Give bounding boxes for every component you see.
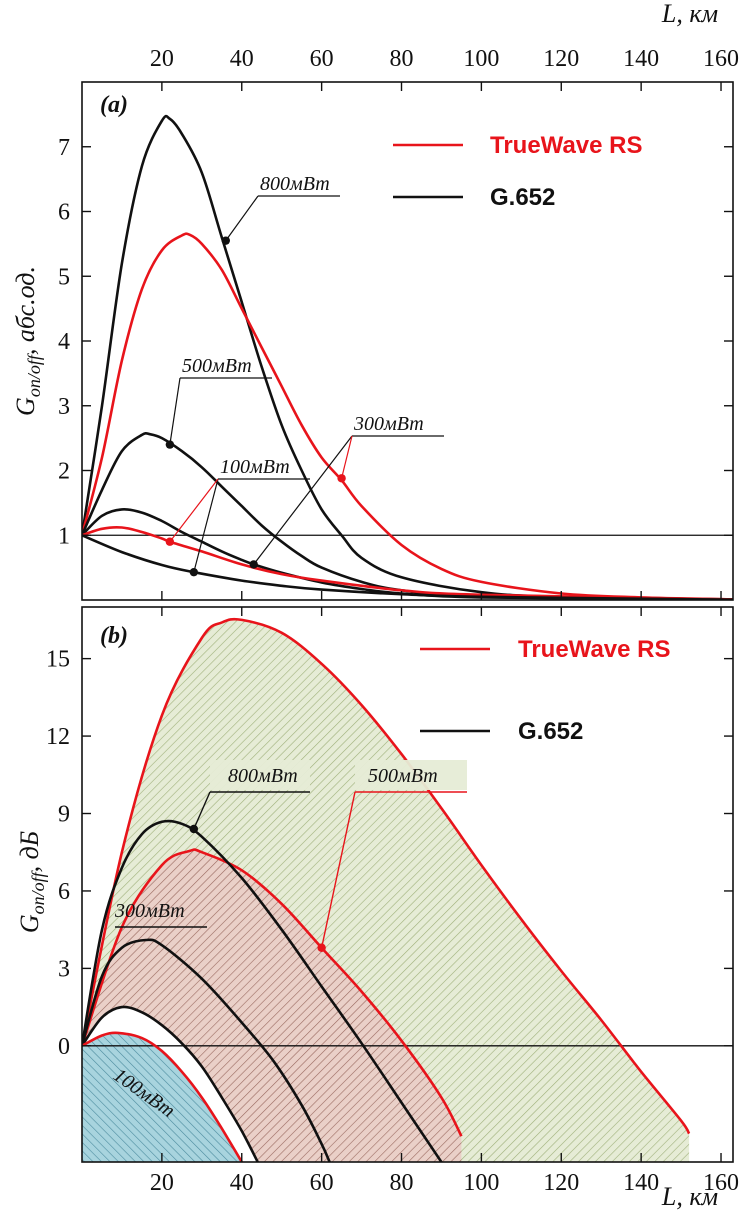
panel-a-annotation-marker [221, 236, 230, 245]
panel-b-annotation-bg [355, 760, 467, 790]
top-x-tick-label: 40 [230, 46, 254, 72]
panel-a-annotation-marker [337, 474, 346, 483]
panel-b-y-tick-label: 9 [58, 802, 70, 828]
panel-b-legend: TrueWave RS G.652 [420, 636, 671, 745]
panel-a-y-tick-label: 7 [58, 135, 70, 161]
panel-a-frame [81, 81, 734, 601]
panel-a-ylabel-main: G [11, 397, 40, 416]
panel-b-x-tick-label: 160 [703, 1170, 739, 1196]
panel-a-annotation-label: 500мВт [182, 355, 252, 377]
panel-a-annotation-leader [225, 195, 259, 241]
panel-b-series-g652-2 [82, 819, 443, 1162]
panel-b-y-tick-label: 6 [58, 879, 70, 905]
panel-b-annotation-label: 300мВт [114, 900, 185, 922]
top-x-tick-label: 120 [543, 46, 579, 72]
panel-b-ylabel-main: G [15, 914, 44, 933]
top-x-tick-label: 80 [390, 46, 414, 72]
legend-a-g652-label: G.652 [490, 184, 555, 211]
panel-b-x-tick-label: 140 [623, 1170, 659, 1196]
panel-b-y-tick-label: 3 [58, 956, 70, 982]
panel-b-x-tick-label: 100 [463, 1170, 499, 1196]
panel-b-y-axis-title: Gon/off, дБ [15, 831, 48, 933]
top-x-tick-label: 140 [623, 46, 659, 72]
panel-a-annotation-leader [253, 435, 353, 565]
legend-b-g652-label: G.652 [518, 718, 583, 745]
panel-a-y-tick-label: 4 [58, 329, 70, 355]
panel-a-annotation-label: 300мВт [353, 413, 424, 435]
panel-a-annotation-marker [249, 560, 258, 569]
panel-b-annotation-label: 800мВт [228, 765, 298, 787]
panel-a-y-tick-label: 1 [58, 523, 70, 549]
top-x-tick-label: 160 [703, 46, 739, 72]
top-x-tick-label: 60 [310, 46, 334, 72]
top-x-tick-label: 100 [463, 46, 499, 72]
panel-a-y-tick-label: 2 [58, 459, 70, 485]
panel-b-x-tick-label: 20 [150, 1170, 174, 1196]
panel-a-plot-area [82, 114, 733, 600]
panel-b-y-tick-label: 15 [46, 647, 70, 673]
top-x-axis-ticks: 20 40 60 80 100 120 140 160 [150, 46, 739, 72]
panel-b-y-tick-label: 0 [58, 1034, 70, 1060]
panel-b-x-tick-label: 80 [390, 1170, 414, 1196]
panel-a-y-tick-label: 6 [58, 200, 70, 226]
panel-a-y-tick-label: 3 [58, 394, 70, 420]
top-x-tick-label: 20 [150, 46, 174, 72]
panel-b-x-tick-label: 120 [543, 1170, 579, 1196]
panel-b-x-tick-label: 60 [310, 1170, 334, 1196]
panel-b-annotation-leader [320, 791, 356, 948]
panel-b-annotation-label: 500мВт [368, 765, 438, 787]
panel-a-annotation-marker [165, 537, 175, 546]
panel-a-annotation-leader [169, 478, 219, 543]
panel-a: 1 2 3 4 5 6 7 (a) Gon/off, абс.од. TrueWave RS… [11, 81, 734, 601]
panel-a-annotations: 800мВт 500мВт 300мВт 100мВт [165, 173, 444, 577]
panel-a-series-g652-3 [82, 507, 733, 600]
legend-a-truewave-label: TrueWave RS [490, 132, 643, 159]
panel-b-annotation-leader [193, 791, 211, 830]
panel-b-y-ticks: 0 3 6 9 12 15 [46, 647, 733, 1060]
panel-b-x-tick-label: 40 [230, 1170, 254, 1196]
top-x-axis-title: L, км [661, 0, 718, 28]
legend-b-truewave-label: TrueWave RS [518, 636, 671, 663]
panel-b-x-axis-title: L, км [661, 1182, 718, 1211]
panel-a-annotation-marker [189, 567, 199, 577]
panel-a-annotation-leader [193, 478, 219, 573]
panel-a-tag: (a) [100, 92, 128, 118]
panel-b-series-g652-4 [82, 1005, 259, 1162]
panel-a-series-truewave-4 [82, 525, 733, 600]
panel-a-annotation-marker [165, 440, 175, 449]
panel-a-y-axis-title: Gon/off, абс.од. [11, 266, 44, 416]
panel-b-y-tick-label: 12 [46, 724, 70, 750]
panel-b-frame [81, 606, 734, 1163]
panel-b-annotation-marker [189, 824, 199, 834]
panel-b-annotation-marker [317, 943, 326, 952]
panel-a-ylabel-sub: on/off [24, 352, 44, 397]
panel-a-series-g652-2 [82, 432, 733, 600]
panel-a-annotation-leader [341, 435, 353, 479]
panel-b-series-truewave-1 [82, 848, 463, 1137]
panel-a-x-tick-marks [161, 82, 722, 600]
panel-b-series-truewave-0 [82, 617, 691, 1135]
panel-b-series-g652-3 [82, 938, 331, 1162]
panel-b-ylabel-unit: , дБ [15, 831, 44, 873]
panel-a-series-g652-0 [82, 114, 733, 600]
panel-a-legend: TrueWave RS G.652 [393, 132, 643, 211]
panel-a-y-tick-label: 5 [58, 264, 70, 290]
panel-b-area-blue-top [82, 1032, 242, 1162]
panel-b: 0 3 6 9 12 15 20 40 60 80 100 120 140 160 (b) Gon/of… [15, 606, 739, 1211]
panel-b-annotation-bg [210, 760, 310, 790]
panel-a-annotation-leader [169, 377, 181, 445]
panel-b-x-ticks: 20 40 60 80 100 120 140 160 [150, 607, 739, 1196]
panel-a-annotation-label: 100мВт [220, 456, 290, 478]
panel-a-annotation-label: 800мВт [260, 173, 330, 195]
panel-b-tag: (b) [100, 623, 128, 649]
panel-a-series-truewave-1 [82, 232, 733, 600]
panel-a-y-ticks: 1 2 3 4 5 6 7 [58, 135, 733, 549]
panel-a-series-g652-5 [82, 534, 733, 600]
panel-b-series-truewave-5 [82, 1031, 243, 1162]
panel-a-ylabel-unit: , абс.од. [11, 266, 40, 355]
panel-b-ylabel-sub: on/off [28, 869, 48, 914]
